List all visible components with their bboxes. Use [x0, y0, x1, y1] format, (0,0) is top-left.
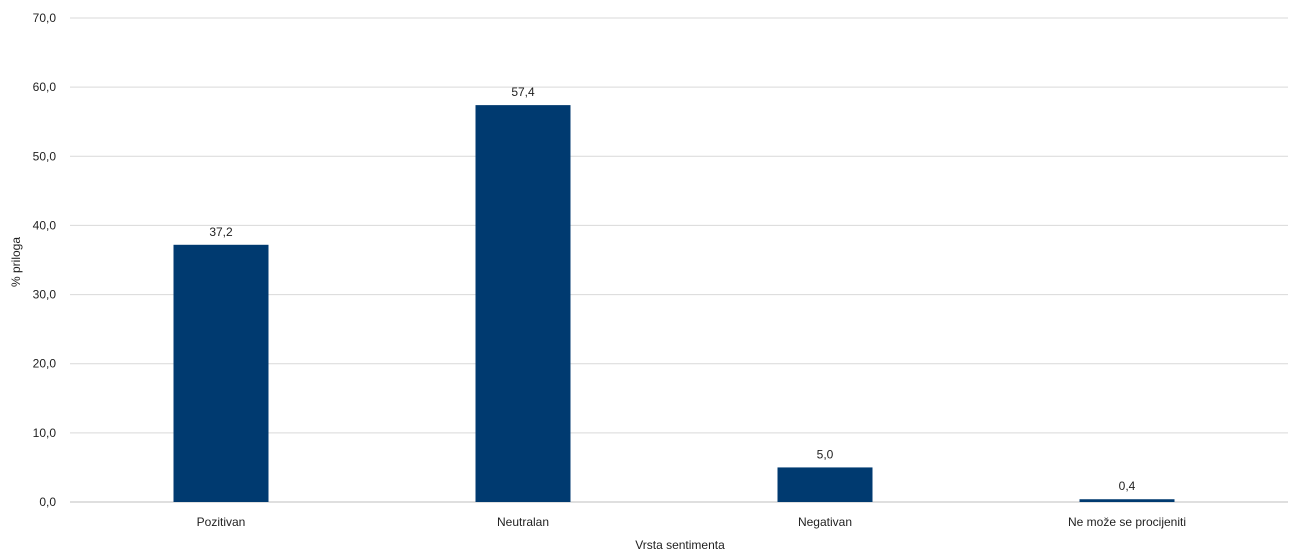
- bar-value-label: 37,2: [209, 225, 233, 239]
- grid-layer: 0,0 10,0 20,0 30,0 40,0 50,0 60,0 70,0: [33, 11, 1288, 509]
- bar: [777, 467, 873, 502]
- x-axis-title: Vrsta sentimenta: [635, 538, 725, 552]
- bar-value-label: 5,0: [817, 447, 834, 461]
- y-tick-label: 20,0: [33, 357, 57, 371]
- x-category-label: Neutralan: [497, 515, 549, 529]
- bars-layer: [173, 105, 1175, 503]
- y-tick-label: 40,0: [33, 218, 57, 232]
- x-category-label: Pozitivan: [197, 515, 246, 529]
- y-tick-label: 50,0: [33, 149, 57, 163]
- bar: [475, 105, 571, 503]
- bar-value-label: 0,4: [1119, 479, 1136, 493]
- x-category-label: Ne može se procijeniti: [1068, 515, 1186, 529]
- bar: [173, 244, 269, 502]
- y-tick-label: 60,0: [33, 80, 57, 94]
- y-tick-label: 70,0: [33, 11, 57, 25]
- labels-layer: 37,2 Pozitivan 57,4 Neutralan 5,0 Negativan 0,…: [197, 85, 1186, 529]
- y-axis-title: % priloga: [9, 237, 23, 287]
- y-tick-label: 0,0: [39, 495, 56, 509]
- x-category-label: Negativan: [798, 515, 852, 529]
- y-tick-label: 10,0: [33, 426, 57, 440]
- y-tick-label: 30,0: [33, 288, 57, 302]
- bar: [1079, 499, 1175, 502]
- bar-value-label: 57,4: [511, 85, 535, 99]
